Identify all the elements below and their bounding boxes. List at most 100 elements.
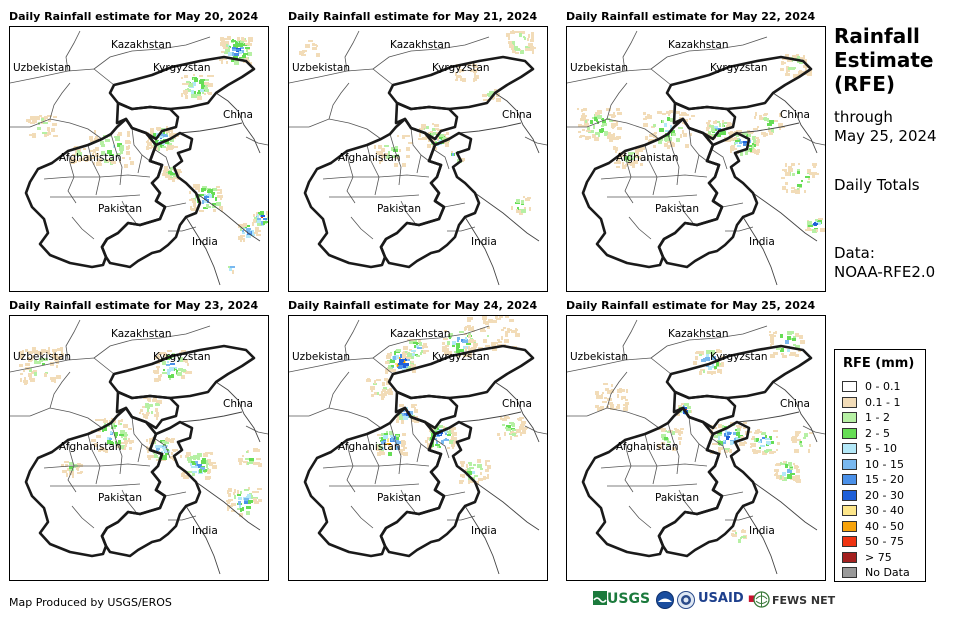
rain-cell <box>602 123 604 125</box>
rain-cell <box>793 67 795 70</box>
rain-cell <box>773 352 778 355</box>
rain-cell <box>228 266 230 268</box>
rainfall-map[interactable]: Kazakhstan Uzbekistan Kyrgyzstan China Afgha… <box>9 315 269 581</box>
rain-cell <box>514 31 519 33</box>
rain-cell <box>217 192 222 194</box>
rain-cell <box>679 431 683 434</box>
rain-cell <box>598 134 600 137</box>
rain-cell <box>728 138 730 141</box>
rain-cell <box>516 429 521 433</box>
rain-cell <box>519 426 524 430</box>
rain-cell <box>252 222 254 226</box>
rainfall-map[interactable]: Kazakhstan Uzbekistan Kyrgyzstan China Afgha… <box>566 315 826 581</box>
rainfall-map[interactable]: Kazakhstan Uzbekistan Kyrgyzstan China Afgha… <box>9 26 269 292</box>
rain-cell <box>793 477 796 481</box>
rain-cell <box>787 349 790 352</box>
rain-cell <box>145 404 150 408</box>
rain-cell <box>780 68 784 71</box>
rain-cell <box>578 131 581 133</box>
rain-cell <box>718 424 722 428</box>
rain-cell <box>173 174 178 178</box>
rain-cell <box>441 440 444 444</box>
rain-cell <box>79 152 82 156</box>
rain-cell <box>818 218 823 220</box>
rain-cell <box>191 94 196 98</box>
rain-cell <box>117 143 122 147</box>
rain-cell <box>582 113 585 117</box>
rain-cell <box>244 40 247 42</box>
rainfall-cells <box>577 54 825 233</box>
rain-cell <box>770 344 772 347</box>
district-border <box>443 202 476 232</box>
rain-cell <box>255 230 258 234</box>
rain-cell <box>207 459 211 463</box>
rain-cell <box>672 431 675 435</box>
rain-cell <box>628 152 633 155</box>
rain-cell <box>661 442 665 444</box>
rain-cell <box>399 416 403 420</box>
rain-cell <box>522 422 526 424</box>
rain-cell <box>774 474 776 476</box>
rain-cell <box>391 437 393 441</box>
rain-cell <box>445 433 447 435</box>
rain-cell <box>753 128 758 130</box>
rain-cell <box>244 489 249 491</box>
rain-cell <box>597 115 602 119</box>
rain-cell <box>773 430 778 432</box>
rain-cell <box>198 464 202 468</box>
rain-cell <box>525 48 529 51</box>
rain-cell <box>237 37 240 41</box>
rain-cell <box>592 134 596 138</box>
rainfall-map[interactable]: Kazakhstan Uzbekistan Kyrgyzstan China Afgha… <box>288 315 548 581</box>
rain-cell <box>406 147 410 151</box>
rain-cell <box>787 331 792 335</box>
rain-cell <box>718 436 720 440</box>
rain-cell <box>37 127 41 130</box>
rain-cell <box>447 434 451 436</box>
rain-cell <box>155 403 160 406</box>
panel-title: Daily Rainfall estimate for May 20, 2024 <box>9 10 259 23</box>
rain-cell <box>246 228 251 231</box>
rain-cell <box>173 449 176 452</box>
rain-cell <box>93 149 96 153</box>
rain-cell <box>387 389 390 392</box>
rain-cell <box>44 116 48 119</box>
rain-cell <box>93 162 95 165</box>
rain-cell <box>598 395 603 399</box>
rain-cell <box>24 380 28 384</box>
district-border <box>344 30 360 72</box>
rain-cell <box>786 66 789 70</box>
rain-cell <box>130 161 134 165</box>
usaid-text: USAID <box>698 591 744 606</box>
rain-cell <box>240 491 242 494</box>
rain-cell <box>711 356 716 360</box>
rain-cell <box>790 473 795 475</box>
rain-cell <box>751 438 754 440</box>
rain-cell <box>495 316 498 319</box>
rain-cell <box>603 383 608 385</box>
rain-cell <box>30 116 35 120</box>
rain-cell <box>396 437 399 440</box>
rain-cell <box>397 135 399 137</box>
rain-cell <box>30 378 35 382</box>
rain-cell <box>601 125 604 127</box>
rain-cell <box>487 465 491 469</box>
rainfall-map[interactable]: Kazakhstan Uzbekistan Kyrgyzstan China Afgha… <box>288 26 548 292</box>
rain-cell <box>416 355 420 357</box>
rain-cell <box>403 410 405 412</box>
rainfall-map[interactable]: Kazakhstan Uzbekistan Kyrgyzstan China Afgha… <box>566 26 826 292</box>
district-border <box>93 325 211 359</box>
rain-cell <box>64 461 69 463</box>
rain-cell <box>398 414 402 416</box>
rain-cell <box>483 476 486 480</box>
rain-cell <box>129 447 132 450</box>
rain-cell <box>480 468 483 470</box>
rain-cell <box>722 120 724 123</box>
rain-cell <box>728 436 730 438</box>
rain-cell <box>230 266 235 268</box>
rain-cell <box>515 48 520 51</box>
rain-cell <box>107 150 112 154</box>
rain-cell <box>89 136 93 140</box>
afghanistan-outline <box>24 406 167 558</box>
